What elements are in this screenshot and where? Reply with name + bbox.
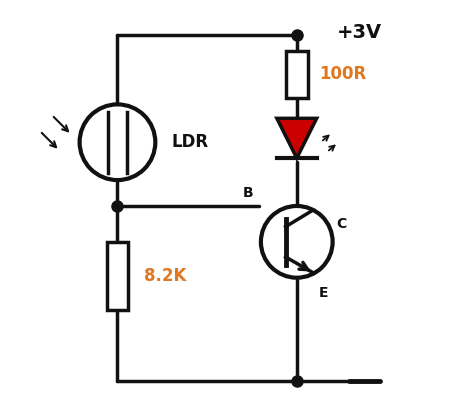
Text: 8.2K: 8.2K bbox=[145, 267, 187, 285]
Text: 100R: 100R bbox=[319, 65, 367, 84]
Text: +3V: +3V bbox=[337, 23, 382, 42]
Polygon shape bbox=[277, 118, 317, 158]
Text: E: E bbox=[318, 286, 328, 300]
Bar bbox=[107, 242, 128, 309]
Bar bbox=[286, 50, 308, 99]
Text: B: B bbox=[242, 186, 253, 200]
Text: LDR: LDR bbox=[171, 133, 209, 151]
Text: C: C bbox=[337, 217, 347, 231]
